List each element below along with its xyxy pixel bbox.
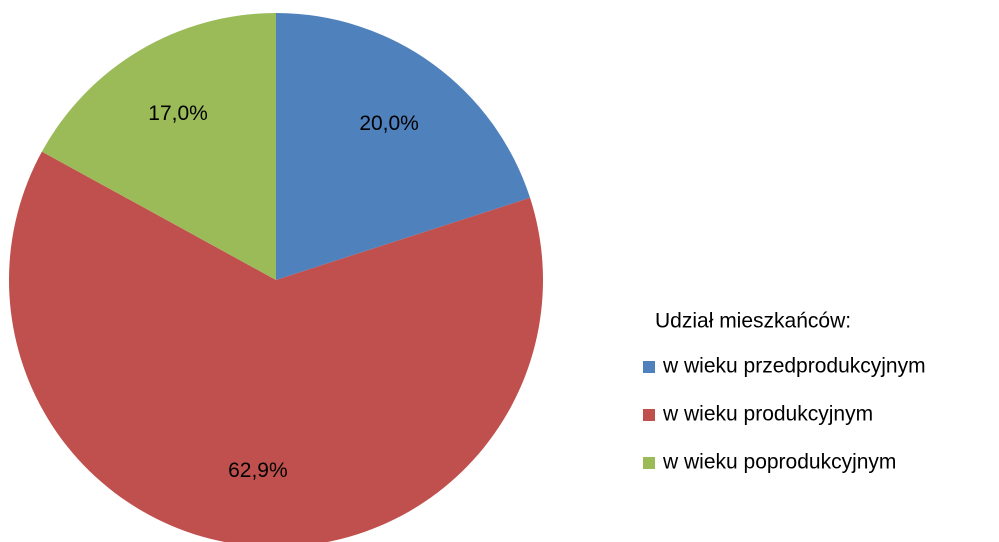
legend-label: w wieku poprodukcyjnym xyxy=(662,451,896,474)
legend-swatch xyxy=(643,409,655,421)
data-label: 62,9% xyxy=(228,459,288,482)
pie-slice xyxy=(276,13,531,280)
pie-slice xyxy=(41,13,276,280)
data-label: 17,0% xyxy=(148,102,208,125)
legend-label: w wieku przedprodukcyjnym xyxy=(662,355,926,378)
legend-swatch xyxy=(643,457,655,469)
pie-slice xyxy=(9,151,543,542)
legend-label: w wieku produkcyjnym xyxy=(662,403,873,426)
legend-swatch xyxy=(643,361,655,373)
legend-title: Udział mieszkańców: xyxy=(655,310,851,333)
data-label: 20,0% xyxy=(359,112,419,135)
